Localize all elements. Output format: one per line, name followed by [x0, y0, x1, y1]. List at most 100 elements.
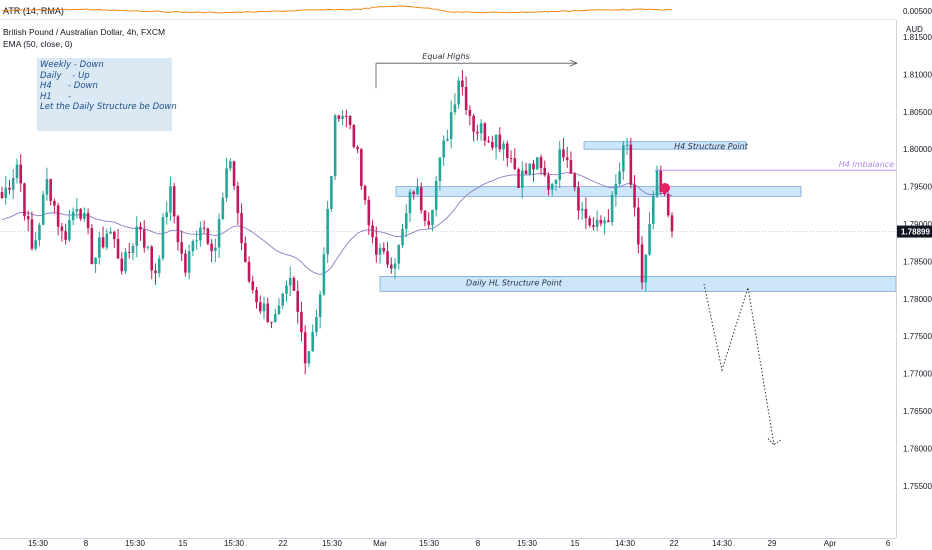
y-tick-label: 1.77500	[903, 332, 932, 341]
candle-body	[94, 257, 97, 265]
candle-body	[389, 264, 393, 269]
candle-body	[577, 187, 580, 211]
candle-body	[19, 164, 23, 184]
resistance-zone	[395, 186, 802, 197]
candle	[79, 208, 82, 221]
candle-body	[438, 157, 442, 182]
candle-body	[453, 104, 457, 113]
candle-body	[11, 178, 15, 190]
candle	[251, 275, 255, 294]
candle-body	[558, 149, 562, 180]
candle	[187, 244, 191, 280]
projection-arrowhead	[767, 438, 782, 446]
candle-body	[419, 187, 423, 211]
ema-indicator-label[interactable]: EMA (50, close, 0)	[3, 39, 73, 49]
candle	[367, 196, 371, 236]
candle	[345, 109, 348, 128]
candle	[382, 242, 386, 255]
candle-body	[214, 247, 217, 252]
candle-body	[124, 251, 127, 272]
candle-body	[457, 80, 460, 105]
candle	[423, 210, 427, 227]
candle-body	[431, 209, 434, 226]
candle-body	[502, 143, 505, 150]
candle-body	[150, 246, 154, 271]
candle	[588, 215, 591, 228]
candle	[532, 160, 535, 182]
symbol-title[interactable]: British Pound / Australian Dollar, 4h, F…	[3, 27, 166, 37]
y-tick-label: 1.80500	[903, 108, 932, 117]
candle	[258, 295, 262, 314]
candle	[131, 243, 135, 261]
candle-body	[371, 225, 374, 238]
candle	[214, 238, 217, 263]
candle	[547, 172, 550, 196]
candle	[378, 243, 382, 264]
candle-body	[187, 251, 191, 273]
candle-body	[285, 285, 288, 294]
candle	[154, 263, 157, 285]
candle-body	[509, 157, 513, 159]
candle-body	[240, 213, 243, 243]
candle	[142, 220, 146, 253]
candle-body	[569, 159, 573, 174]
candle	[71, 207, 75, 226]
candle	[610, 191, 614, 226]
candle	[243, 236, 247, 263]
candle-body	[142, 229, 146, 248]
candle-body	[217, 219, 221, 248]
candle-body	[592, 225, 595, 227]
candle-body	[116, 239, 120, 259]
candle	[397, 243, 401, 270]
candle-body	[221, 197, 225, 220]
candle-body	[161, 217, 165, 259]
candle	[330, 175, 333, 212]
candle-body	[427, 220, 431, 226]
candle-body	[165, 212, 168, 218]
candle	[116, 228, 120, 259]
candle-body	[622, 145, 625, 172]
candle	[483, 122, 487, 147]
candle-body	[247, 261, 251, 282]
candle-body	[139, 226, 142, 230]
candle	[300, 301, 303, 342]
atr-indicator-label[interactable]: ATR (14, RMA)	[3, 6, 64, 16]
candle	[266, 297, 270, 323]
candle	[120, 252, 124, 275]
candle	[389, 257, 393, 274]
annotations: Equal Highs H4 Structure Point H4 Imbalanc…	[0, 52, 896, 446]
x-tick-label: 29	[768, 539, 777, 548]
candle	[206, 227, 210, 246]
candle	[565, 146, 569, 168]
candle	[292, 275, 296, 291]
h4-structure-label: H4 Structure Point	[674, 142, 749, 151]
candle	[86, 208, 90, 235]
candle	[528, 163, 532, 177]
candle	[311, 324, 314, 352]
x-tick-label: 15:30	[125, 539, 146, 548]
candle	[232, 160, 236, 191]
candle	[318, 290, 322, 329]
candle	[517, 167, 520, 189]
candle-body	[270, 321, 273, 323]
candle	[506, 140, 509, 167]
candle	[270, 321, 273, 329]
candle-body	[60, 226, 64, 231]
candle	[502, 140, 505, 161]
candle	[625, 137, 629, 155]
candle-body	[348, 116, 352, 126]
candles	[0, 69, 674, 375]
candle-body	[127, 251, 131, 253]
candle	[112, 230, 116, 248]
candle	[247, 256, 251, 284]
y-tick-label: 1.79500	[903, 183, 932, 192]
notes-box[interactable]: Weekly - Down Daily - Up H4 - Down H1 - …	[37, 58, 177, 131]
candle-body	[479, 123, 483, 134]
candle	[573, 172, 576, 192]
x-tick-label: 15:30	[28, 539, 49, 548]
candle-body	[637, 207, 640, 245]
candle-body	[172, 186, 176, 217]
candle-body	[356, 146, 359, 150]
